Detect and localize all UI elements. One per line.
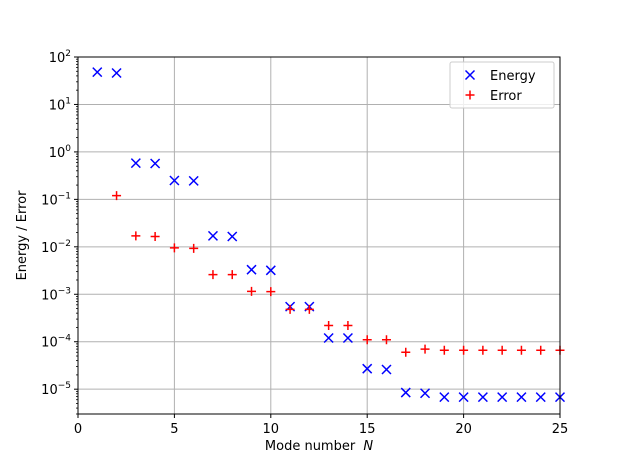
legend-marker <box>465 90 475 100</box>
energy-point <box>535 392 546 403</box>
grid <box>77 56 561 414</box>
energy-point <box>246 264 257 275</box>
energy-point <box>150 158 161 169</box>
legend-box <box>449 61 555 109</box>
error-point <box>516 345 526 355</box>
energy-point <box>458 392 469 403</box>
data-layer <box>92 67 566 403</box>
energy-point <box>130 158 141 169</box>
energy-point <box>477 392 488 403</box>
y-tick-label: 100 <box>49 144 72 161</box>
y-tick-label: 102 <box>49 49 71 66</box>
legend-entry-energy: Energy <box>464 69 536 84</box>
energy-point <box>362 363 373 374</box>
error-point <box>150 232 160 241</box>
x-tick-label: 15 <box>359 422 376 437</box>
x-axis: 0 5 10 15 20 25 <box>74 414 568 437</box>
error-point <box>285 304 295 314</box>
error-point <box>381 335 391 345</box>
energy-point <box>207 230 218 241</box>
legend-marker <box>464 69 476 81</box>
energy-point <box>439 392 450 403</box>
error-point <box>112 191 122 201</box>
error-point <box>247 286 257 296</box>
x-axis-label: Mode number N <box>265 439 373 454</box>
error-point <box>439 345 449 355</box>
energy-point <box>227 231 238 242</box>
x-tick-label: 5 <box>170 422 178 437</box>
energy-point <box>400 387 411 398</box>
energy-point <box>265 265 276 276</box>
energy-point <box>381 364 392 375</box>
error-point <box>189 243 199 253</box>
y-tick-label: 10−5 <box>41 381 71 398</box>
energy-point <box>111 67 122 79</box>
series-error <box>112 191 565 357</box>
energy-point <box>188 175 199 186</box>
x-axis-label-symbol: N <box>363 439 373 454</box>
x-tick-label: 20 <box>455 422 472 437</box>
legend-label: Energy <box>490 69 536 84</box>
error-point <box>420 344 430 354</box>
y-tick-label: 10−2 <box>41 239 71 256</box>
y-axis-label: Energy / Error <box>15 190 30 281</box>
error-point <box>478 345 488 355</box>
error-point <box>266 287 276 297</box>
error-point <box>324 320 334 330</box>
energy-point <box>169 175 180 186</box>
energy-point <box>342 332 353 344</box>
y-tick-label: 10−4 <box>41 334 71 351</box>
energy-point <box>516 392 527 403</box>
error-point <box>169 243 179 253</box>
error-point <box>208 270 218 280</box>
error-point <box>131 231 141 241</box>
error-point <box>304 304 314 314</box>
x-axis-label-text: Mode number <box>265 439 356 454</box>
legend-label: Error <box>490 89 522 104</box>
legend-entry-error: Error <box>465 89 522 104</box>
y-tick-label: 10−3 <box>41 286 71 303</box>
error-point <box>401 347 411 357</box>
y-tick-label: 101 <box>49 96 71 113</box>
plot-frame <box>77 56 561 415</box>
x-tick-label: 10 <box>263 422 280 437</box>
x-tick-label: 25 <box>552 422 569 437</box>
energy-point <box>323 332 334 344</box>
energy-point <box>497 392 508 403</box>
y-axis: 102 101 100 10−1 10−2 10−3 10−4 10−5 <box>41 49 78 415</box>
legend-entries: Energy Error <box>464 69 536 104</box>
energy-point <box>92 67 103 78</box>
error-point <box>227 270 237 280</box>
error-point <box>343 320 353 330</box>
energy-point <box>420 388 431 399</box>
x-tick-label: 0 <box>74 422 82 437</box>
legend: Energy Error <box>449 61 555 109</box>
y-tick-label: 10−1 <box>41 191 71 208</box>
error-point <box>459 345 469 355</box>
error-point <box>497 345 507 355</box>
error-point <box>536 345 546 355</box>
error-point <box>362 335 372 345</box>
